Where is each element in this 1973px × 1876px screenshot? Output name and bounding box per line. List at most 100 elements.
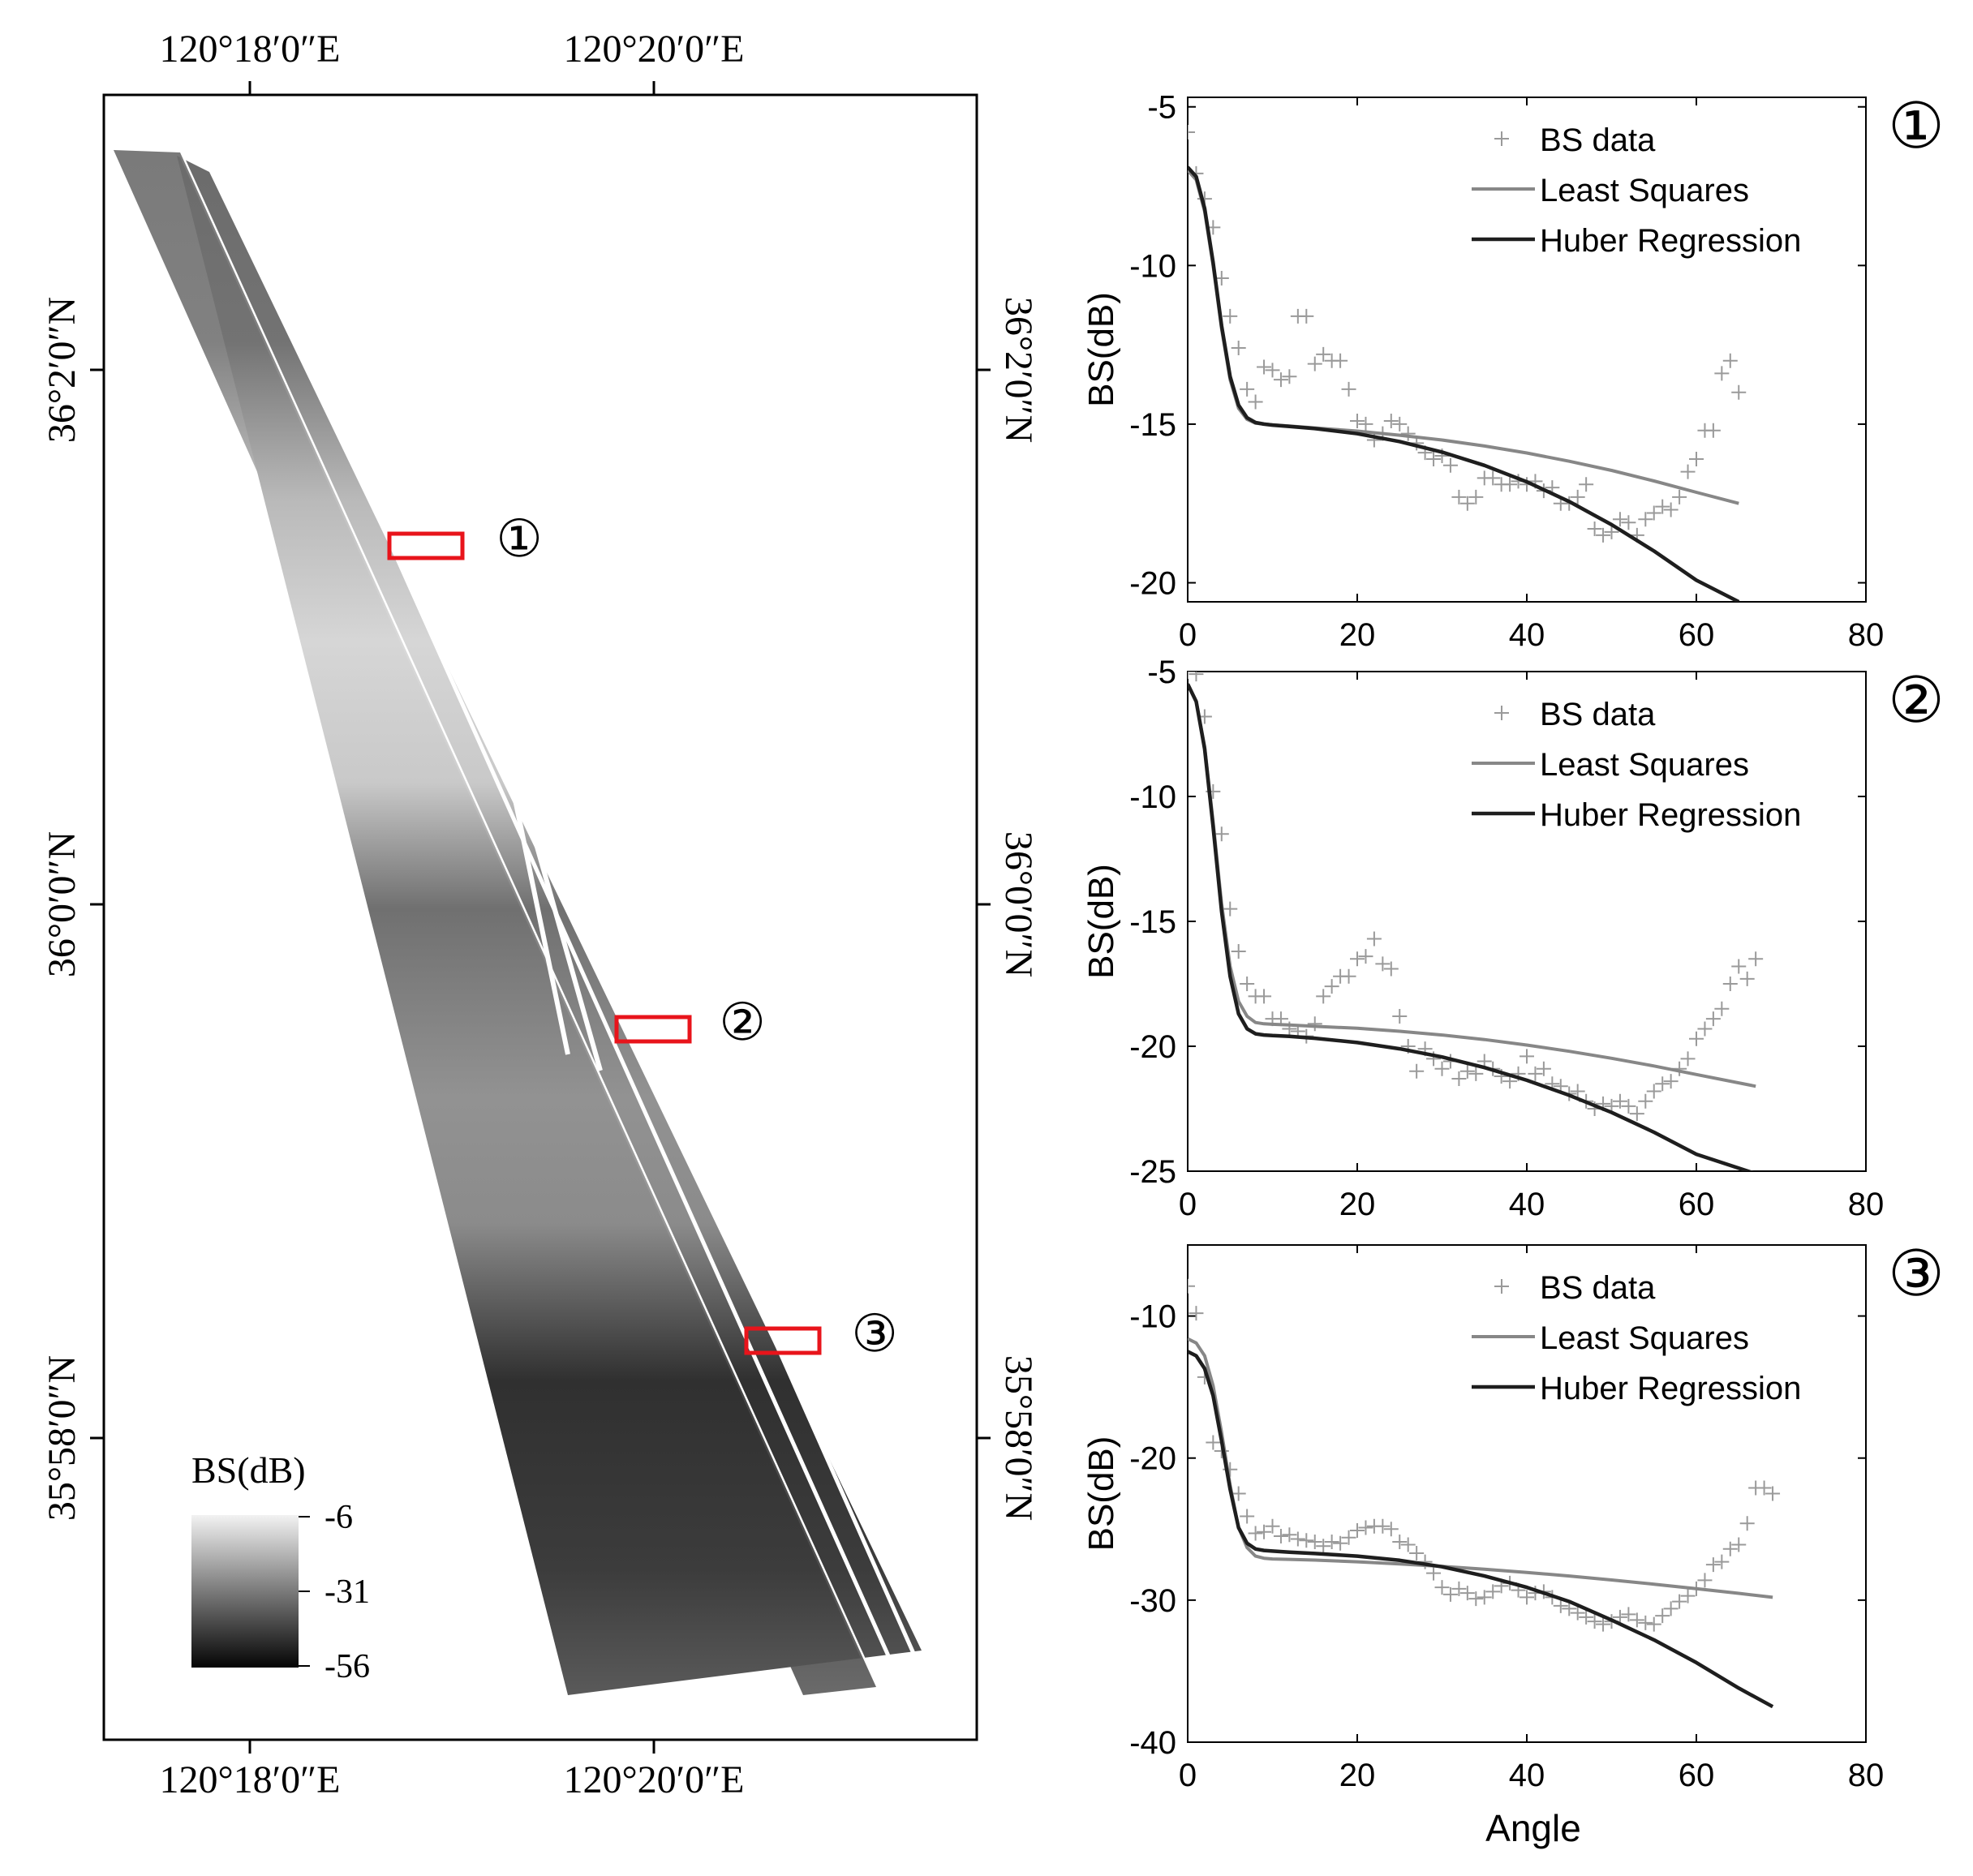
legend-label: Huber Regression bbox=[1540, 1371, 1801, 1406]
data-point bbox=[1756, 1480, 1772, 1496]
data-point bbox=[1392, 416, 1408, 431]
data-point bbox=[1638, 512, 1653, 527]
lat-label-right: 35°58′0″N bbox=[997, 1355, 1040, 1521]
data-point bbox=[1307, 1535, 1322, 1550]
data-point bbox=[1324, 979, 1339, 994]
data-point bbox=[1689, 451, 1704, 466]
data-point bbox=[1426, 451, 1442, 466]
data-point bbox=[1714, 1001, 1730, 1016]
legend-marker bbox=[1494, 131, 1509, 146]
data-point bbox=[1358, 1520, 1373, 1535]
data-point bbox=[1459, 1586, 1475, 1601]
data-point bbox=[1570, 1084, 1585, 1099]
x-tick-label: 0 bbox=[1179, 1758, 1197, 1793]
x-tick-label: 20 bbox=[1339, 617, 1376, 653]
data-point bbox=[1629, 1106, 1644, 1122]
data-point bbox=[1739, 1516, 1755, 1531]
series-line-huber-regression bbox=[1188, 1350, 1774, 1709]
data-point bbox=[1663, 1601, 1679, 1616]
data-point bbox=[1400, 1537, 1416, 1552]
data-point bbox=[1520, 1590, 1534, 1605]
data-point bbox=[1570, 489, 1585, 504]
lon-label-top: 120°20′0″E bbox=[563, 28, 744, 71]
data-point bbox=[1358, 416, 1373, 431]
data-point bbox=[1451, 489, 1467, 504]
data-point bbox=[1333, 353, 1348, 368]
plot-area bbox=[1187, 97, 1867, 603]
lat-label-left: 35°58′0″N bbox=[41, 1355, 84, 1521]
y-tick-label: -20 bbox=[1129, 1441, 1176, 1477]
data-point bbox=[1765, 1486, 1781, 1501]
data-point bbox=[1528, 1066, 1543, 1081]
series-line-least-squares bbox=[1188, 169, 1739, 505]
data-point bbox=[1316, 346, 1331, 362]
data-point bbox=[1299, 308, 1314, 324]
data-point bbox=[1722, 1541, 1738, 1556]
lon-label-bottom: 120°20′0″E bbox=[563, 1758, 744, 1801]
data-point bbox=[1400, 426, 1416, 441]
y-tick-label: -40 bbox=[1129, 1725, 1176, 1761]
x-tick-label: 40 bbox=[1509, 1187, 1545, 1222]
x-tick-label: 0 bbox=[1179, 1187, 1197, 1222]
swath-gap bbox=[241, 141, 927, 1681]
data-point bbox=[1621, 1098, 1636, 1114]
data-point bbox=[1248, 1526, 1263, 1541]
data-point bbox=[1265, 363, 1280, 378]
plot-area bbox=[1187, 671, 1867, 1172]
data-point bbox=[1638, 1093, 1653, 1109]
data-point bbox=[1257, 359, 1272, 375]
series-line-huber-regression bbox=[1188, 683, 1754, 1171]
y-tick-label: -10 bbox=[1129, 248, 1176, 284]
data-point bbox=[1426, 1565, 1442, 1581]
colorbar: BS(dB) -6 -31 -56 bbox=[191, 1449, 370, 1685]
y-tick-label: -5 bbox=[1147, 655, 1176, 690]
data-point bbox=[1596, 1616, 1611, 1632]
data-point bbox=[1188, 672, 1195, 679]
swath-west bbox=[114, 150, 876, 1695]
data-point bbox=[1714, 1554, 1730, 1569]
data-point bbox=[1731, 384, 1747, 400]
lat-label-left: 36°0′0″N bbox=[41, 831, 84, 977]
x-tick-label: 80 bbox=[1848, 1758, 1885, 1793]
data-point bbox=[1697, 1573, 1713, 1588]
y-tick-label: -20 bbox=[1129, 566, 1176, 602]
data-point bbox=[1231, 943, 1246, 959]
data-point bbox=[1485, 1584, 1501, 1599]
y-tick-label: -15 bbox=[1129, 904, 1176, 940]
series-line-huber-regression bbox=[1188, 165, 1740, 602]
data-point bbox=[1223, 308, 1238, 324]
data-point bbox=[1459, 1063, 1475, 1079]
data-point bbox=[1621, 515, 1636, 530]
region-label-3: ③ bbox=[851, 1304, 897, 1363]
data-point bbox=[1240, 1509, 1255, 1524]
x-tick-label: 60 bbox=[1679, 617, 1715, 653]
colorbar-tick-label: -56 bbox=[325, 1648, 370, 1685]
data-point bbox=[1697, 1021, 1713, 1037]
legend-marker bbox=[1494, 1279, 1509, 1294]
data-point bbox=[1409, 1063, 1425, 1079]
data-point bbox=[1655, 1076, 1670, 1092]
data-point bbox=[1621, 1607, 1636, 1622]
y-tick-label: -20 bbox=[1129, 1029, 1176, 1065]
colorbar-tick-label: -31 bbox=[325, 1573, 370, 1611]
data-point bbox=[1459, 496, 1475, 511]
data-point bbox=[1341, 968, 1356, 984]
data-point bbox=[1383, 414, 1399, 429]
data-point bbox=[1663, 502, 1679, 517]
data-point bbox=[1240, 977, 1255, 991]
colorbar-title: BS(dB) bbox=[191, 1449, 306, 1491]
data-point bbox=[1299, 1533, 1314, 1548]
colorbar-ramp bbox=[191, 1515, 299, 1668]
data-point bbox=[1468, 1591, 1484, 1607]
data-point bbox=[1536, 1061, 1551, 1076]
lon-label-bottom: 120°18′0″E bbox=[159, 1758, 340, 1801]
series-layer bbox=[1188, 672, 1764, 1171]
data-point bbox=[1223, 901, 1238, 917]
data-point bbox=[1672, 489, 1687, 504]
data-point bbox=[1240, 381, 1255, 397]
y-tick-label: -30 bbox=[1129, 1583, 1176, 1619]
data-point bbox=[1358, 949, 1373, 964]
legend-marker bbox=[1494, 706, 1509, 720]
x-tick-label: 40 bbox=[1509, 617, 1545, 653]
x-tick-label: 0 bbox=[1179, 617, 1197, 653]
